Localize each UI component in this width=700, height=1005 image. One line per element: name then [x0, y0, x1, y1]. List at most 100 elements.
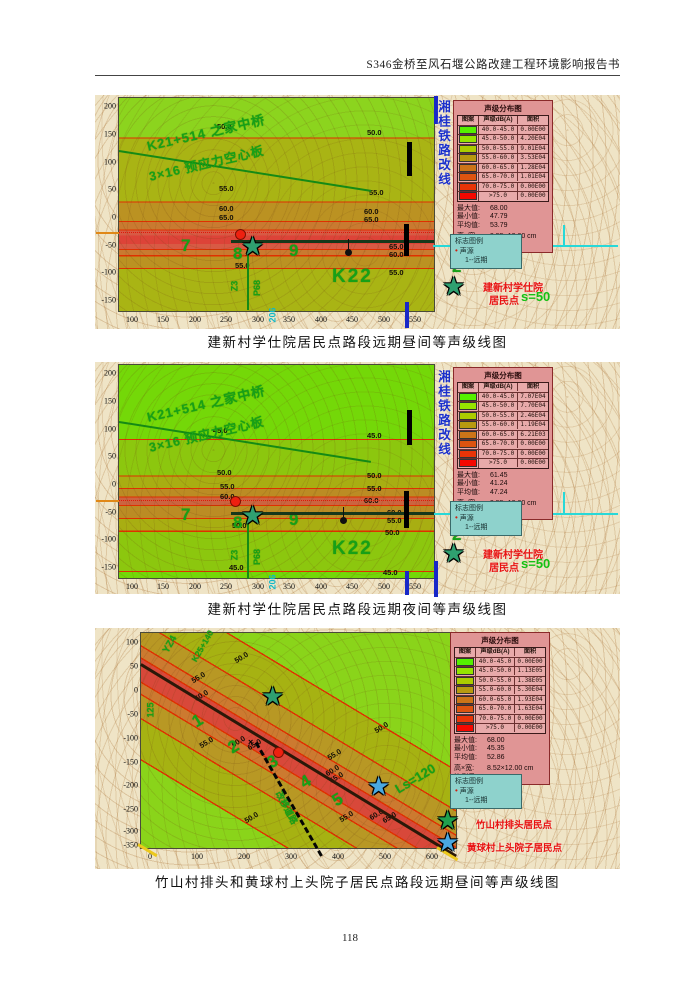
x-tick: 500: [379, 852, 391, 861]
contour-label-55: 55.0: [367, 484, 382, 493]
x-tick: 150: [157, 315, 169, 324]
legend-swatch: [459, 125, 477, 134]
source-dot-icon: •: [455, 513, 458, 523]
culvert-line: [247, 519, 249, 579]
legend-swatch: [459, 421, 477, 430]
legend-row: 65.0-70.0 1.01E04: [458, 173, 548, 183]
legend-area: 0.00E00: [517, 724, 543, 732]
x-tick: 300: [285, 852, 297, 861]
legend-swatch: [459, 135, 477, 144]
legend-swatch: [456, 724, 474, 733]
stake-small-label: 206: [267, 307, 278, 323]
legend-header-row: 图案 声级dB(A) 面积: [455, 648, 545, 658]
receptor-name-line1: 建新村学仕院: [483, 283, 543, 294]
culvert-label: Z3: [229, 280, 240, 292]
survey-x-mark: ×: [248, 737, 254, 747]
figure-caption: 建新村学仕院居民点路段远期夜间等声级线图: [207, 602, 508, 617]
receptor-name-line2: 居民点: [489, 296, 519, 307]
stat-label: 高×宽:: [454, 765, 475, 773]
receptor-star-icon: ★: [436, 806, 460, 835]
y-tick: -100: [101, 534, 116, 544]
contour-label-45: 45.0: [229, 563, 244, 572]
legend-row: 60.0-65.0 6.21E03: [458, 430, 548, 440]
stat-label: 平均值:: [457, 221, 480, 229]
legend-row: 70.0-75.0 0.00E00: [455, 714, 545, 724]
x-tick: 100: [126, 315, 138, 324]
contour-label-55: 55.0: [389, 268, 404, 277]
legend-swatch: [456, 676, 474, 685]
noise-source-dot: [230, 496, 241, 507]
legend-range: >75.0: [479, 192, 518, 201]
x-tick: 350: [283, 582, 295, 591]
legend-swatch: [459, 411, 477, 420]
stake-number: 8: [233, 244, 243, 263]
legend-range: 45.0-50.0: [476, 667, 515, 676]
stat-label: 最大值:: [454, 736, 477, 744]
legend-swatch: [459, 392, 477, 401]
stat-value: 47.79: [490, 213, 508, 221]
legend-swatch: [459, 154, 477, 163]
x-tick: 550: [409, 582, 421, 591]
stake-number: 9: [289, 241, 299, 260]
y-tick: 100: [104, 157, 116, 167]
stat-label: 最大值:: [457, 204, 480, 212]
legend-area: 1.19E04: [520, 421, 546, 429]
stat-value: 68.00: [490, 204, 508, 212]
x-tick: 250: [220, 582, 232, 591]
legend-range: 55.0-60.0: [479, 421, 518, 430]
y-tick: -100: [123, 733, 138, 743]
receptor-name-line2: 居民点: [489, 563, 519, 574]
figure-day: 200 150 100 50 0 -50 -100 -150 100 150 2…: [95, 95, 620, 329]
road-edge-dotted-line: [119, 232, 434, 233]
x-tick: 450: [346, 315, 358, 324]
legend-range: 70.0-75.0: [479, 182, 518, 191]
noise-legend-panel: 声级分布图 图案 声级dB(A) 面积 40.0-45.0 7.07E04 45.…: [453, 367, 553, 521]
legend-swatch: [456, 657, 474, 666]
legend-area: 1.38E05: [517, 676, 543, 684]
source-dot-icon: •: [455, 786, 458, 796]
contour-label-60: 60.0: [364, 207, 379, 216]
x-tick: 500: [378, 315, 390, 324]
stream-line: [563, 225, 565, 247]
legend-row: 45.0-50.0 4.20E04: [458, 135, 548, 145]
legend-range: 45.0-50.0: [479, 135, 518, 144]
legend-range: 60.0-65.0: [476, 695, 515, 704]
legend-range: 45.0-50.0: [479, 402, 518, 411]
x-tick: 450: [346, 582, 358, 591]
noise-band-gradient: [119, 365, 434, 578]
legend-row: 55.0-60.0 1.19E04: [458, 421, 548, 431]
legend-area: 0.00E00: [520, 182, 546, 190]
marker-legend-box: 标志图例 • 声源 1--远期: [450, 501, 522, 536]
receptor-star-icon: ★: [442, 272, 466, 301]
stake-small-label: 125: [145, 702, 156, 718]
legend-area: 1.13E05: [517, 667, 543, 675]
legend-swatch: [459, 459, 477, 468]
legend-row: >75.0 0.00E00: [455, 724, 545, 733]
legend-range: 40.0-45.0: [479, 392, 518, 401]
legend-table: 图案 声级dB(A) 面积 40.0-45.0 7.07E04 45.0-50.0…: [457, 382, 549, 469]
legend-area: 7.70E04: [520, 402, 546, 410]
x-tick: 600: [426, 852, 438, 861]
stake-k22-label: K22: [332, 266, 373, 287]
x-tick: 200: [189, 582, 201, 591]
road-stub-line: [96, 500, 119, 502]
y-tick: -300: [123, 826, 138, 836]
contour-label-50: 50.0: [232, 521, 247, 530]
road-stub-line: [96, 232, 119, 234]
source-dot-icon: •: [455, 246, 458, 256]
marker-phase-label: 1--远期: [465, 524, 488, 532]
railway-blue-line: [434, 561, 438, 597]
legend-row: 65.0-70.0 0.00E00: [458, 440, 548, 450]
monitor-point-dot: [340, 517, 347, 524]
road-centerline: [231, 512, 434, 515]
figure-zhushan: 100 50 0 -50 -100 -150 -200 -250 -300 -3…: [95, 628, 620, 869]
x-tick: 250: [220, 315, 232, 324]
receptor-star-icon: ★: [436, 828, 460, 857]
legend-swatch: [459, 440, 477, 449]
stat-label: 平均值:: [457, 488, 480, 496]
stat-label: 平均值:: [454, 753, 477, 761]
road-edge-dotted-line: [119, 500, 434, 501]
y-tick: -350: [123, 840, 138, 850]
legend-area: 7.07E04: [520, 392, 546, 400]
